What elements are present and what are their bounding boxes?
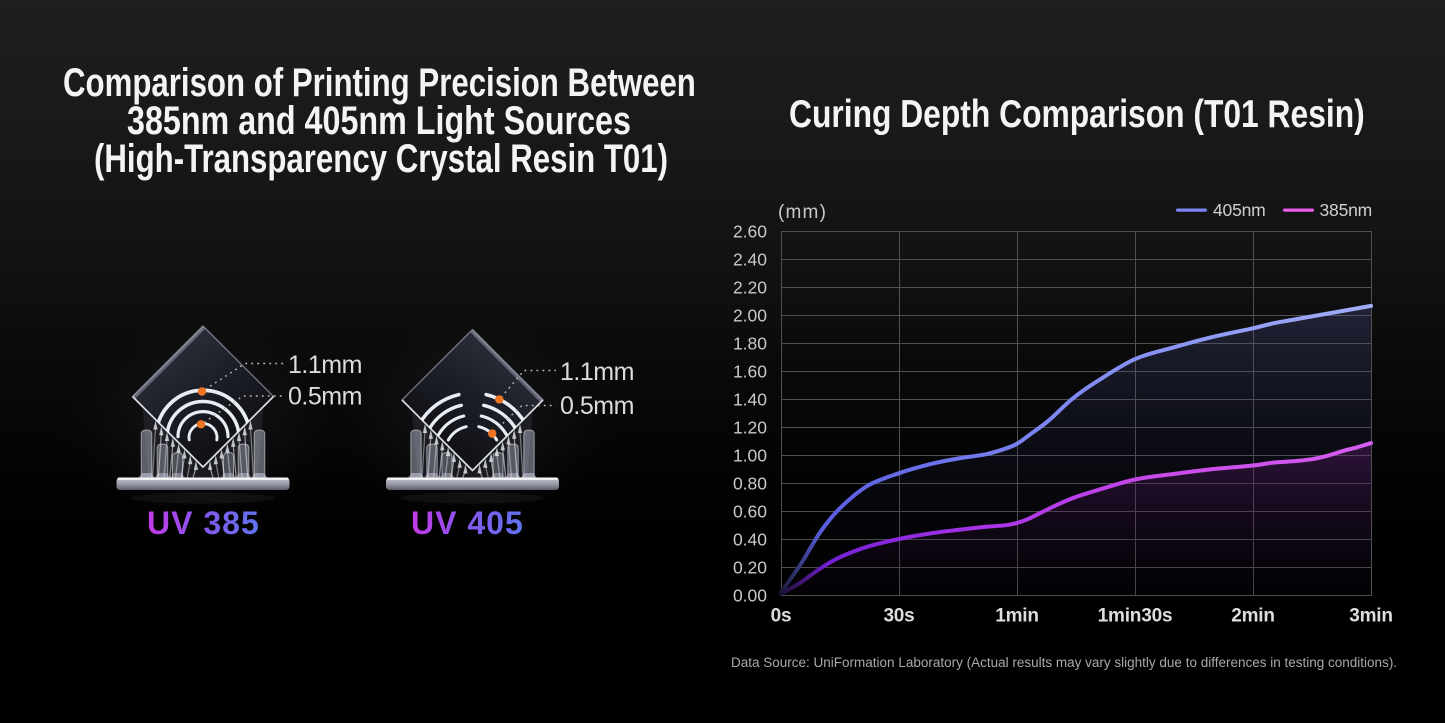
svg-text:1.40: 1.40 — [733, 389, 767, 409]
svg-text:2.20: 2.20 — [733, 277, 767, 297]
svg-text:0s: 0s — [771, 606, 792, 627]
svg-text:2.00: 2.00 — [733, 305, 767, 325]
svg-text:0.5mm: 0.5mm — [288, 383, 362, 411]
svg-text:2.40: 2.40 — [733, 249, 767, 269]
svg-text:1min30s: 1min30s — [1098, 606, 1173, 627]
svg-text:0.5mm: 0.5mm — [560, 392, 634, 420]
svg-text:405nm: 405nm — [1213, 200, 1266, 220]
svg-text:0.80: 0.80 — [733, 473, 767, 493]
svg-text:0.40: 0.40 — [733, 529, 767, 549]
svg-text:2min: 2min — [1231, 606, 1275, 627]
svg-text:1.60: 1.60 — [733, 361, 767, 381]
svg-text:1.20: 1.20 — [733, 417, 767, 437]
svg-text:385nm: 385nm — [1320, 200, 1373, 220]
svg-text:0.00: 0.00 — [733, 585, 767, 605]
svg-text:(mm): (mm) — [778, 202, 827, 223]
svg-text:1.1mm: 1.1mm — [560, 358, 634, 386]
svg-text:3min: 3min — [1349, 606, 1393, 627]
svg-text:1.1mm: 1.1mm — [288, 351, 362, 379]
svg-text:30s: 30s — [883, 606, 914, 627]
svg-text:0.20: 0.20 — [733, 557, 767, 577]
svg-text:2.60: 2.60 — [733, 221, 767, 241]
svg-text:1.80: 1.80 — [733, 333, 767, 353]
svg-text:0.60: 0.60 — [733, 501, 767, 521]
svg-text:1min: 1min — [995, 606, 1039, 627]
svg-text:1.00: 1.00 — [733, 445, 767, 465]
